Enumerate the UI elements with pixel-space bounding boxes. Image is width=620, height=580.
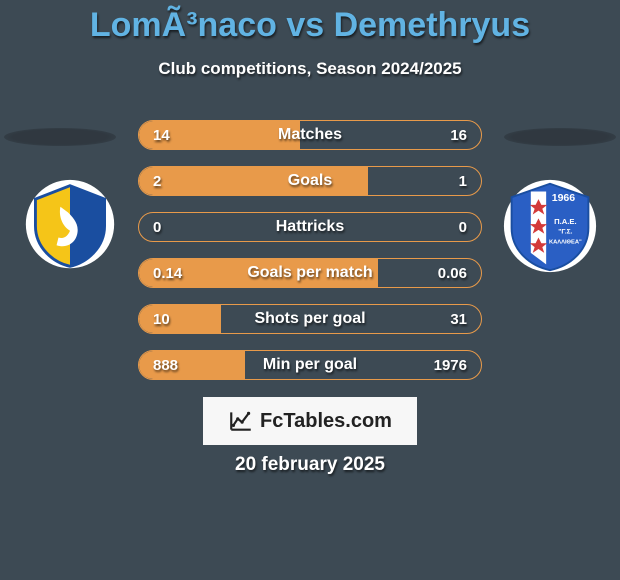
stat-row: 888Min per goal1976	[138, 350, 482, 380]
stat-label: Min per goal	[139, 356, 481, 374]
stat-label: Matches	[139, 126, 481, 144]
footer-date: 20 february 2025	[0, 454, 620, 476]
brand-footer: FcTables.com	[203, 397, 417, 445]
page-title: LomÃ³naco vs Demethryus	[0, 0, 620, 45]
stat-row: 10Shots per goal31	[138, 304, 482, 334]
stat-row: 0.14Goals per match0.06	[138, 258, 482, 288]
avatar-placeholder-left	[4, 128, 116, 146]
stat-label: Goals per match	[139, 264, 481, 282]
chart-icon	[228, 408, 254, 434]
svg-text:"Γ.Σ.: "Γ.Σ.	[558, 229, 572, 236]
stat-right-value: 0.06	[438, 265, 467, 282]
stat-right-value: 1976	[434, 357, 467, 374]
stat-right-value: 31	[450, 311, 467, 328]
stat-right-value: 0	[459, 219, 467, 236]
stats-comparison: 14Matches16 2Goals1 0Hattricks0 0.14Goals p…	[138, 120, 482, 396]
svg-text:Π.Α.Ε.: Π.Α.Ε.	[554, 217, 577, 226]
svg-text:ΚΑΛΛΙΘΕΑ": ΚΑΛΛΙΘΕΑ"	[549, 239, 582, 245]
avatar-placeholder-right	[504, 128, 616, 146]
stat-right-value: 16	[450, 127, 467, 144]
stat-label: Shots per goal	[139, 310, 481, 328]
badge-year: 1966	[552, 192, 576, 204]
subtitle: Club competitions, Season 2024/2025	[0, 59, 620, 79]
stat-label: Hattricks	[139, 218, 481, 236]
stat-row: 2Goals1	[138, 166, 482, 196]
stat-right-value: 1	[459, 173, 467, 190]
panetolikos-badge-icon	[22, 178, 118, 274]
brand-text: FcTables.com	[260, 410, 392, 433]
stat-row: 0Hattricks0	[138, 212, 482, 242]
team-badge-left	[22, 178, 118, 274]
stat-row: 14Matches16	[138, 120, 482, 150]
team-badge-right: 1966 Π.Α.Ε. "Γ.Σ. ΚΑΛΛΙΘΕΑ"	[502, 178, 598, 274]
stat-label: Goals	[139, 172, 481, 190]
kallithea-badge-icon: 1966 Π.Α.Ε. "Γ.Σ. ΚΑΛΛΙΘΕΑ"	[502, 178, 598, 274]
